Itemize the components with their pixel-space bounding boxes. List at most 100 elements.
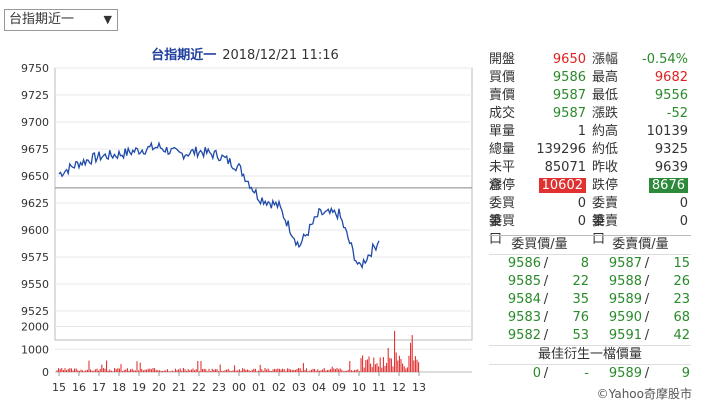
price-tick-label: 9650 (21, 170, 49, 183)
time-tick-label: 22 (192, 381, 206, 394)
price-tick-label: 9700 (21, 116, 49, 129)
ask-qty: 68 (673, 310, 690, 325)
quote-label: 約高 (592, 124, 619, 139)
time-tick-label: 10 (352, 381, 366, 394)
bid-separator: / (543, 310, 549, 325)
time-tick-label: 16 (72, 381, 86, 394)
time-tick-label: 19 (132, 381, 146, 394)
quote-label: 未平倉 (489, 160, 516, 193)
yahoo-credit[interactable]: ©Yahoo奇摩股市 (596, 387, 692, 401)
best-ask-separator: / (644, 366, 650, 381)
price-tick-label: 9750 (21, 62, 49, 75)
quote-value: -0.54% (642, 52, 688, 67)
bid-qty: 8 (580, 256, 589, 271)
quote-label: 單量 (489, 124, 516, 139)
quote-value: 9587 (552, 88, 586, 103)
bid-price: 9584 (507, 292, 541, 307)
intraday-chart: 台指期近一 2018/12/21 11:16 9750 9725 9700 9675 96… (0, 36, 490, 406)
ask-price: 9588 (608, 274, 642, 289)
bid-price: 9586 (507, 256, 541, 271)
quote-row: 買價 9586 最高 9682 (489, 69, 691, 87)
ask-separator: / (644, 328, 650, 343)
order-book-row: 9586/8 9587/15 (489, 255, 691, 273)
quote-label: 委買口 (489, 214, 516, 247)
best-derivative-header: 最佳衍生一檔價量 (489, 345, 691, 365)
quote-value: 9682 (654, 70, 688, 85)
quote-value: 9587 (552, 106, 586, 121)
ask-separator: / (644, 274, 650, 289)
chart-timestamp: 2018/12/21 11:16 (222, 48, 339, 63)
quote-value: 10139 (646, 124, 688, 139)
time-tick-label: 13 (412, 381, 426, 394)
chevron-down-icon: ▼ (103, 13, 112, 26)
ask-price: 9591 (608, 328, 642, 343)
ask-price: 9590 (608, 310, 642, 325)
quote-value: 0 (577, 196, 586, 211)
bid-separator: / (543, 256, 549, 271)
time-tick-label: 02 (272, 381, 286, 394)
order-book-header: 委買價/量 委賣價/量 (489, 236, 691, 255)
bid-price: 9585 (507, 274, 541, 289)
chart-title: 台指期近一 2018/12/21 11:16 (0, 44, 490, 63)
price-tick-label: 9575 (21, 251, 49, 264)
quote-row: 成交 9587 漲跌 -52 (489, 105, 691, 123)
contract-selector[interactable]: 台指期近一 ▼ (4, 9, 118, 31)
quote-label: 漲停 (489, 178, 516, 193)
quote-value: 0 (577, 214, 586, 229)
quote-value: 0 (679, 214, 688, 229)
ask-separator: / (644, 310, 650, 325)
quote-value: 85071 (544, 160, 586, 175)
ask-qty: 23 (673, 292, 690, 307)
time-tick-label: 20 (152, 381, 166, 394)
quote-value: 0 (679, 196, 688, 211)
quote-label: 開盤 (489, 52, 516, 67)
price-tick-label: 9550 (21, 278, 49, 291)
quote-row: 漲停 10602 跌停 8676 (489, 177, 691, 195)
order-book-row: 9584/35 9589/23 (489, 291, 691, 309)
time-tick-label: 00 (232, 381, 246, 394)
quote-value: 10602 (538, 178, 586, 193)
time-tick-label: 18 (112, 381, 126, 394)
time-tick-label: 21 (172, 381, 186, 394)
order-book-row: 9582/53 9591/42 (489, 327, 691, 345)
volume-tick-label: 0 (42, 366, 49, 379)
order-book: 委買價/量 委賣價/量 9586/8 9587/15 9585/22 9588/26 9… (489, 235, 691, 383)
order-book-row: 9585/22 9588/26 (489, 273, 691, 291)
time-tick-label: 09 (332, 381, 346, 394)
chart-title-name: 台指期近一 (151, 48, 217, 63)
ask-qty: 26 (673, 274, 690, 289)
time-tick-label: 15 (52, 381, 66, 394)
time-tick-label: 12 (392, 381, 406, 394)
best-derivative-row: 0/- 9589/9 (489, 365, 691, 383)
bid-qty: 35 (572, 292, 589, 307)
quote-row: 單量 1 約高 10139 (489, 123, 691, 141)
price-tick-label: 9625 (21, 197, 49, 210)
bid-separator: / (543, 328, 549, 343)
quote-value: 1 (577, 124, 586, 139)
quote-label: 委買筆 (489, 196, 516, 229)
order-book-row: 9583/76 9590/68 (489, 309, 691, 327)
quote-label: 約低 (592, 142, 619, 157)
best-bid-qty: - (584, 366, 589, 381)
bid-price: 9583 (507, 310, 541, 325)
quote-label: 最高 (592, 70, 619, 85)
ask-separator: / (644, 256, 650, 271)
best-bid-price: 0 (532, 366, 541, 381)
ask-price: 9587 (608, 256, 642, 271)
quote-label: 委賣口 (592, 214, 619, 247)
quote-label: 總量 (489, 142, 516, 157)
quote-label: 昨收 (592, 160, 619, 175)
quote-row: 委買口 0 委賣口 0 (489, 213, 691, 247)
ask-qty: 42 (673, 328, 690, 343)
time-tick-label: 04 (312, 381, 326, 394)
quote-value: -52 (666, 106, 688, 121)
time-tick-label: 01 (252, 381, 266, 394)
quote-value: 9639 (654, 160, 688, 175)
quote-value: 9556 (654, 88, 688, 103)
contract-selector-label: 台指期近一 (9, 12, 75, 27)
price-tick-label: 9525 (21, 305, 49, 318)
bid-separator: / (543, 274, 549, 289)
quote-row: 開盤 9650 漲幅 -0.54% (489, 51, 691, 69)
time-tick-label: 11 (372, 381, 386, 394)
quote-value: 9325 (654, 142, 688, 157)
